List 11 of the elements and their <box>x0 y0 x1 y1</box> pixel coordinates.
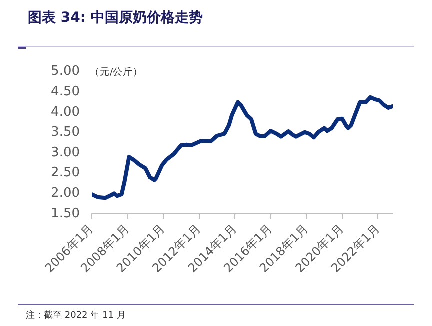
y-tick-label: 3.50 <box>51 125 80 140</box>
y-tick-label: 1.50 <box>51 206 80 222</box>
y-tick-label: 4.00 <box>51 104 80 120</box>
chart-title: 图表 34: 中国原奶价格走势 <box>28 9 203 27</box>
y-tick-label: 4.50 <box>51 84 80 100</box>
y-tick-label: 3.00 <box>51 145 80 160</box>
y-tick-label: 2.00 <box>51 186 80 202</box>
y-axis-title: （元/公斤） <box>90 66 144 79</box>
text: 注：截至 2022 年 11 月 <box>26 310 126 322</box>
y-tick-label: 5.00 <box>51 64 80 80</box>
y-tick-label: 2.50 <box>51 166 80 181</box>
